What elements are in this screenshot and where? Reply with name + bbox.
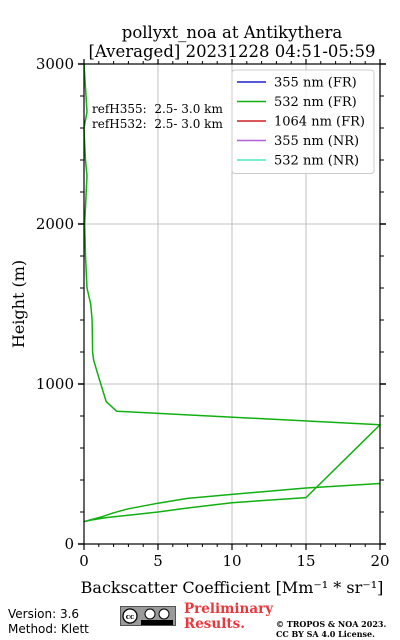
legend: 355 nm (FR) 532 nm (FR) 1064 nm (FR) 355 nm… (231, 69, 375, 174)
y-tick-label: 2000 (36, 215, 74, 233)
legend-label: 532 nm (FR) (274, 95, 357, 110)
chart-subtitle: [Averaged] 20231228 04:51-05:59 (89, 42, 376, 61)
preliminary-results-notice: Preliminary Results. (184, 602, 273, 632)
svg-text:cc: cc (126, 612, 135, 621)
copyright-line-1: © TROPOS & NOA 2023. (276, 619, 387, 629)
annotation-refh532: refH532: 2.5- 3.0 km (92, 117, 223, 131)
series-line-1 (83, 63, 381, 523)
preliminary-line-2: Results. (184, 616, 245, 632)
preliminary-line-1: Preliminary (184, 601, 274, 617)
legend-label: 355 nm (FR) (274, 76, 357, 91)
y-tick-label: 3000 (36, 55, 74, 73)
x-axis-label: Backscatter Coefficient [Mm⁻¹ * sr⁻¹] (81, 578, 384, 597)
annotation-refh355: refH355: 2.5- 3.0 km (92, 102, 223, 116)
axis-ticks: 0 5 10 15 20 0 1000 2000 3000 (36, 55, 390, 570)
y-tick-label: 0 (64, 535, 74, 553)
method-text: Method: Klett (8, 622, 89, 636)
backscatter-profile-chart: pollyxt_noa at Antikythera [Averaged] 20… (9, 23, 390, 597)
copyright-line-2: CC BY SA 4.0 License. (276, 629, 375, 639)
cc-by-sa-license-icon: cc (120, 606, 176, 626)
chart-title: pollyxt_noa at Antikythera (122, 23, 343, 42)
x-tick-label: 20 (370, 552, 389, 570)
y-axis-label: Height (m) (9, 260, 28, 348)
plot-frame (83, 63, 381, 545)
version-text: Version: 3.6 (8, 607, 80, 621)
x-tick-label: 0 (79, 552, 89, 570)
y-tick-label: 1000 (36, 375, 74, 393)
version-info: Version: 3.6 Method: Klett (8, 607, 89, 637)
x-tick-label: 15 (296, 552, 315, 570)
x-tick-label: 10 (222, 552, 241, 570)
legend-label: 1064 nm (FR) (274, 115, 365, 130)
legend-box (231, 69, 375, 174)
series-lines (83, 63, 381, 523)
legend-label: 355 nm (NR) (274, 134, 359, 149)
x-tick-label: 5 (153, 552, 163, 570)
copyright-notice: © TROPOS & NOA 2023. CC BY SA 4.0 Licens… (276, 619, 386, 639)
legend-label: 532 nm (NR) (274, 154, 359, 169)
